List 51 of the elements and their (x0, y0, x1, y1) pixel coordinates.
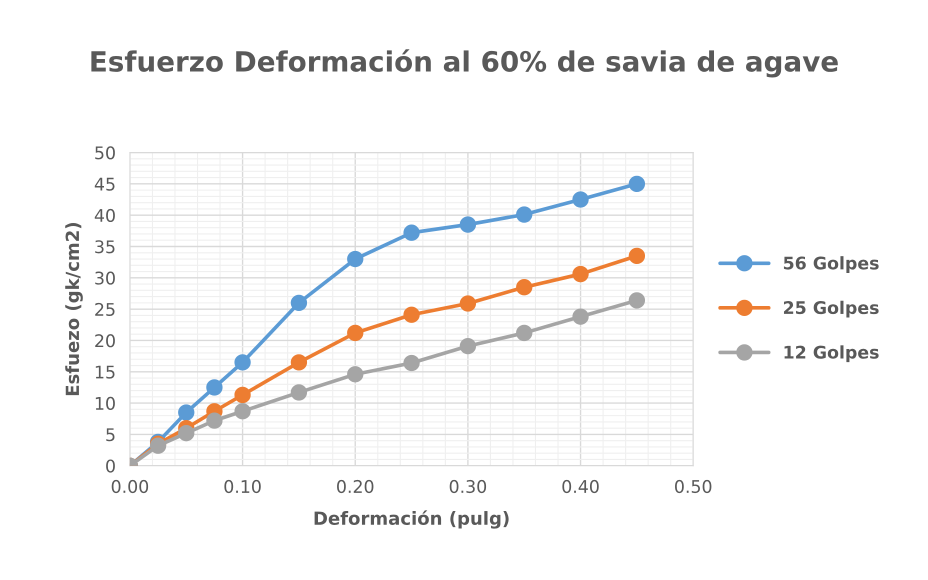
point (628, 176, 646, 192)
point (628, 248, 646, 264)
point (290, 384, 308, 401)
y-tick-label: 35 (95, 240, 115, 254)
point (460, 216, 476, 233)
x-tick-label: 0.00 (112, 480, 148, 494)
point (178, 404, 194, 421)
y-axis-title: Esfuezo (gk/cm2) (65, 223, 83, 396)
point (460, 295, 476, 312)
y-tick-label: 25 (95, 302, 115, 316)
point (460, 338, 476, 354)
y-tick-label: 20 (95, 334, 115, 348)
x-tick-label: 0.10 (224, 480, 261, 494)
point (572, 191, 589, 208)
point (178, 425, 194, 442)
x-tick-label: 0.40 (562, 480, 599, 494)
point (403, 224, 420, 241)
point (234, 354, 251, 371)
point (516, 324, 532, 342)
y-tick-label: 0 (106, 459, 115, 473)
y-tick-label: 45 (94, 178, 115, 191)
y-tick-label: 50 (95, 146, 115, 160)
x-tick-label: 0.30 (450, 480, 486, 494)
point (347, 324, 364, 342)
y-tick-label: 15 (96, 366, 115, 379)
legend-label: 25 Golpes (784, 300, 879, 318)
legend-label: 56 Golpes (784, 256, 879, 273)
point (403, 354, 420, 372)
chart-title: Esfuerzo Deformación al 60% de savia de agave (91, 49, 838, 78)
point (572, 266, 589, 282)
point (516, 206, 532, 223)
point (206, 379, 223, 396)
point (628, 292, 646, 309)
x-tick-label: 0.20 (337, 480, 374, 494)
point (234, 386, 251, 404)
point (234, 403, 251, 420)
point (347, 366, 364, 382)
point (403, 306, 420, 323)
y-tick-label: 5 (106, 428, 115, 442)
y-tick-label: 40 (94, 208, 115, 222)
x-axis-title: Deformación (pulg) (314, 510, 509, 529)
point (516, 279, 532, 296)
point (206, 412, 223, 429)
point (347, 250, 364, 268)
legend-label: 12 Golpes (784, 345, 879, 362)
point (290, 294, 308, 312)
y-tick-label: 30 (95, 272, 115, 285)
point (572, 308, 589, 325)
y-tick-label: 10 (96, 396, 115, 410)
x-tick-label: 0.50 (675, 480, 712, 494)
point (290, 354, 308, 371)
